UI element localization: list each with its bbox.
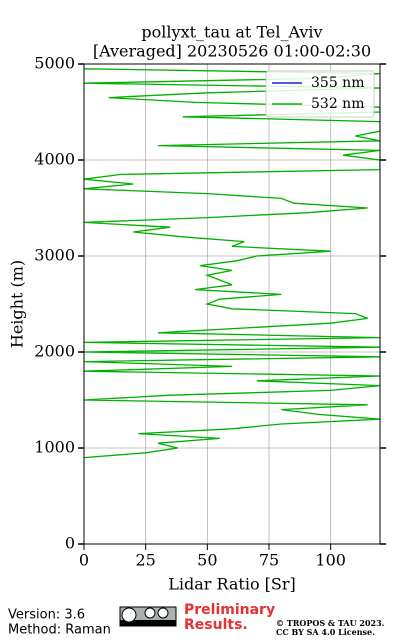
chart-title: pollyxt_tau at Tel_Aviv <box>141 23 322 42</box>
y-tick-label: 0 <box>65 534 75 553</box>
legend-label: 532 nm <box>311 96 364 112</box>
x-tick-label: 25 <box>135 551 155 570</box>
profile-line <box>84 68 380 459</box>
x-tick-label: 0 <box>79 551 89 570</box>
legend-label: 355 nm <box>311 75 364 91</box>
x-axis-label: Lidar Ratio [Sr] <box>168 575 296 594</box>
y-tick-label: 4000 <box>34 150 75 169</box>
notice: Preliminary <box>184 602 275 618</box>
copyright: CC BY SA 4.0 License. <box>276 627 375 637</box>
chart-title: [Averaged] 20230526 01:00-02:30 <box>93 42 371 61</box>
x-tick-label: 100 <box>315 551 346 570</box>
version: Version: 3.6 <box>8 608 85 623</box>
y-tick-label: 2000 <box>34 342 75 361</box>
notice: Results. <box>184 617 248 633</box>
y-tick-label: 5000 <box>34 54 75 73</box>
copyright: © TROPOS & TAU 2023. <box>276 618 385 628</box>
x-tick-label: 50 <box>197 551 217 570</box>
y-axis-label: Height (m) <box>8 260 27 348</box>
y-tick-label: 1000 <box>34 438 75 457</box>
cc-logo <box>119 606 177 627</box>
x-tick-label: 75 <box>259 551 279 570</box>
plot-frame <box>83 63 381 545</box>
y-tick-label: 3000 <box>34 246 75 265</box>
method: Method: Raman <box>8 623 111 638</box>
